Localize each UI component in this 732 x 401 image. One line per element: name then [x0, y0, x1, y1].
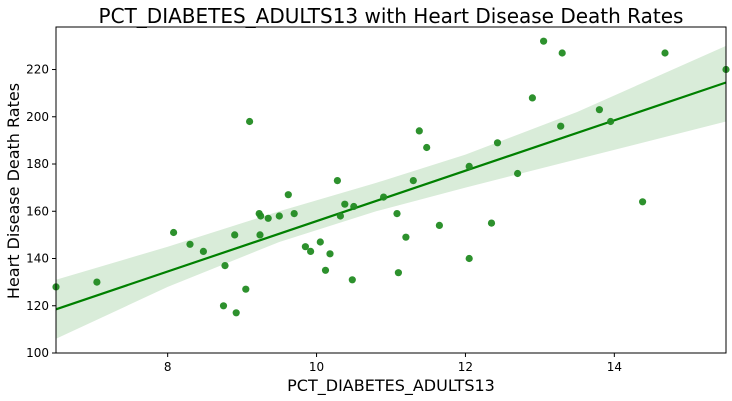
data-point-39 [493, 139, 502, 147]
data-point-13 [257, 212, 265, 220]
data-point-5 [219, 302, 228, 310]
data-point-44 [558, 49, 566, 57]
data-point-19 [307, 247, 315, 255]
data-point-24 [336, 212, 344, 220]
data-point-29 [393, 210, 401, 218]
data-point-41 [528, 94, 537, 102]
data-point-47 [639, 198, 647, 206]
data-point-3 [186, 240, 194, 248]
data-point-21 [321, 266, 330, 274]
x-axis-label: PCT_DIABETES_ADULTS13 [287, 376, 495, 396]
data-point-17 [290, 210, 298, 218]
x-tick-label-8: 8 [164, 360, 172, 374]
data-point-36 [465, 162, 473, 170]
y-tick-label-120: 120 [26, 299, 49, 313]
data-point-48 [661, 49, 669, 57]
data-point-43 [557, 122, 565, 130]
x-tick-label-10: 10 [309, 360, 324, 374]
plot-frame [55, 26, 727, 354]
y-tick-label-160: 160 [26, 204, 49, 218]
data-point-18 [301, 243, 309, 251]
data-point-46 [607, 117, 615, 126]
x-axis-ticks: 8 10 12 14 [164, 353, 622, 374]
regression-line-layer [55, 81, 727, 311]
y-tick-label-180: 180 [26, 157, 49, 171]
data-point-16 [284, 191, 292, 199]
data-point-15 [275, 212, 283, 220]
data-point-45 [595, 106, 604, 114]
y-tick-label-220: 220 [26, 63, 49, 77]
data-point-10 [246, 117, 254, 126]
data-point-35 [435, 221, 443, 229]
data-point-40 [514, 169, 522, 178]
x-tick-label-14: 14 [607, 360, 622, 374]
data-point-27 [350, 202, 358, 211]
data-point-32 [409, 177, 417, 185]
data-point-4 [199, 247, 207, 255]
confidence-band [56, 45, 726, 339]
data-point-33 [415, 127, 423, 135]
data-point-23 [333, 177, 341, 185]
data-point-37 [465, 254, 473, 263]
y-tick-label-100: 100 [26, 346, 49, 360]
data-point-20 [316, 238, 324, 246]
x-tick-label-12: 12 [458, 360, 473, 374]
data-point-14 [264, 214, 272, 222]
data-point-12 [256, 231, 264, 239]
data-point-38 [487, 219, 496, 227]
confidence-band-layer [56, 45, 726, 339]
data-point-1 [93, 278, 101, 286]
data-point-8 [232, 309, 240, 317]
y-tick-label-140: 140 [26, 252, 49, 266]
y-axis-ticks: 100 120 140 160 180 200 220 [26, 63, 56, 360]
data-point-30 [394, 269, 402, 277]
data-point-26 [348, 276, 356, 284]
y-axis-label: Heart Disease Death Rates [4, 83, 23, 299]
data-point-25 [341, 200, 349, 208]
data-point-6 [221, 262, 229, 270]
data-point-7 [231, 231, 239, 239]
data-point-28 [380, 193, 388, 201]
data-point-42 [540, 37, 548, 45]
y-tick-label-200: 200 [26, 110, 49, 124]
data-points-layer [52, 37, 730, 317]
regression-line [55, 81, 727, 311]
data-point-2 [170, 228, 178, 237]
data-point-31 [402, 233, 410, 241]
chart-title: PCT_DIABETES_ADULTS13 with Heart Disease… [99, 4, 684, 28]
data-point-9 [242, 285, 250, 293]
data-point-34 [423, 143, 431, 152]
data-point-22 [326, 250, 334, 258]
